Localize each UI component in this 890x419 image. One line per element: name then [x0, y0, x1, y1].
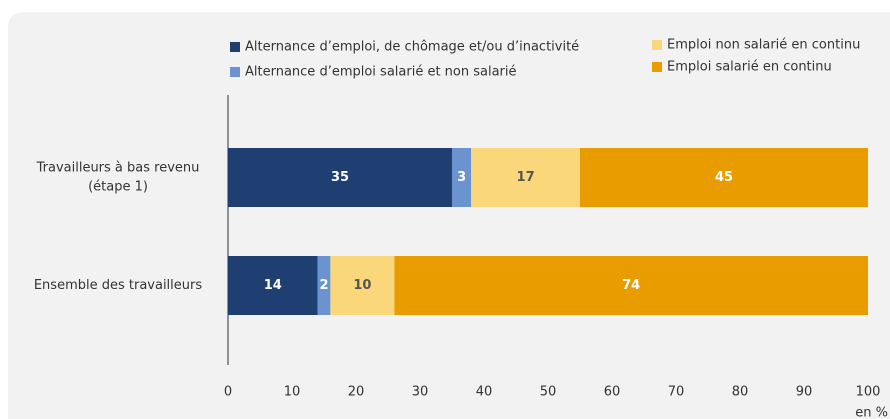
value-label: 3	[457, 170, 466, 185]
bar-segment	[580, 148, 868, 207]
legend-label: Emploi non salarié en continu	[667, 38, 860, 53]
x-tick-label: 100	[856, 385, 881, 400]
value-label: 74	[622, 278, 640, 293]
legend-swatch	[230, 67, 240, 77]
bar-segment	[394, 256, 868, 315]
y-tick-label: Travailleurs à bas revenu	[36, 161, 200, 176]
y-tick-label: Ensemble des travailleurs	[34, 278, 203, 293]
x-tick-label: 0	[224, 385, 232, 400]
bar-segment	[228, 256, 318, 315]
bar-segment	[471, 148, 580, 207]
legend-label: Emploi salarié en continu	[667, 60, 832, 75]
x-tick-label: 10	[284, 385, 301, 400]
value-label: 17	[517, 170, 535, 185]
value-label: 35	[331, 170, 349, 185]
y-tick-label: (étape 1)	[88, 180, 148, 195]
bar-segment	[228, 148, 452, 207]
legend-label: Alternance d’emploi, de chômage et/ou d’…	[245, 40, 579, 55]
legend-swatch	[652, 62, 662, 72]
legend-swatch	[230, 42, 240, 52]
legend-swatch	[652, 40, 662, 50]
x-tick-label: 50	[540, 385, 557, 400]
legend-label: Alternance d’emploi salarié et non salar…	[245, 65, 517, 80]
value-label: 14	[264, 278, 282, 293]
x-axis-label: en %	[855, 406, 888, 419]
bar-segment	[330, 256, 395, 315]
x-tick-label: 40	[476, 385, 493, 400]
x-tick-label: 60	[604, 385, 621, 400]
x-tick-label: 20	[348, 385, 365, 400]
x-tick-label: 80	[732, 385, 749, 400]
x-tick-label: 70	[668, 385, 685, 400]
x-tick-label: 90	[796, 385, 813, 400]
bar-segment	[452, 148, 472, 207]
value-label: 10	[353, 278, 371, 293]
x-tick-label: 30	[412, 385, 429, 400]
value-label: 45	[715, 170, 733, 185]
value-label: 2	[319, 278, 328, 293]
bar-segment	[317, 256, 331, 315]
